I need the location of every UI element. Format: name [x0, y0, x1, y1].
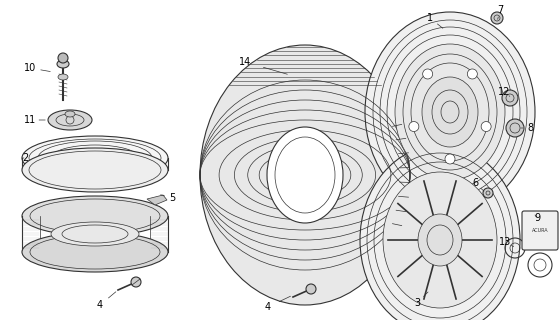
Ellipse shape	[200, 45, 410, 305]
Circle shape	[468, 69, 477, 79]
Ellipse shape	[57, 60, 69, 68]
Polygon shape	[147, 195, 167, 205]
Text: 4: 4	[97, 300, 103, 310]
Ellipse shape	[365, 12, 535, 212]
Text: 10: 10	[24, 63, 36, 73]
Ellipse shape	[65, 111, 75, 117]
Text: 9: 9	[534, 213, 540, 223]
Circle shape	[445, 154, 455, 164]
Circle shape	[131, 277, 141, 287]
Ellipse shape	[418, 214, 462, 266]
Ellipse shape	[383, 172, 497, 308]
Text: 6: 6	[472, 178, 478, 188]
Circle shape	[483, 188, 493, 198]
Ellipse shape	[51, 222, 139, 246]
Text: 5: 5	[169, 193, 175, 203]
Text: 13: 13	[499, 237, 511, 247]
FancyBboxPatch shape	[522, 211, 558, 250]
Text: 11: 11	[24, 115, 36, 125]
Ellipse shape	[22, 196, 168, 236]
Circle shape	[481, 122, 491, 132]
Circle shape	[409, 122, 419, 132]
Ellipse shape	[58, 74, 68, 80]
Ellipse shape	[22, 148, 168, 192]
Ellipse shape	[395, 44, 505, 180]
Text: 4: 4	[265, 302, 271, 312]
Circle shape	[306, 284, 316, 294]
Circle shape	[58, 53, 68, 63]
Circle shape	[423, 69, 433, 79]
Text: 3: 3	[414, 298, 420, 308]
Text: ACURA: ACURA	[531, 228, 548, 233]
Circle shape	[491, 12, 503, 24]
Text: 1: 1	[427, 13, 433, 23]
Ellipse shape	[422, 77, 478, 147]
Circle shape	[506, 119, 524, 137]
Ellipse shape	[48, 110, 92, 130]
Circle shape	[502, 90, 518, 106]
Ellipse shape	[22, 232, 168, 272]
Text: 12: 12	[498, 87, 510, 97]
Ellipse shape	[360, 145, 520, 320]
Text: 2: 2	[22, 153, 28, 163]
Text: 14: 14	[239, 57, 251, 67]
Ellipse shape	[267, 127, 343, 223]
Text: 7: 7	[497, 5, 503, 15]
Ellipse shape	[22, 136, 168, 180]
Text: 8: 8	[527, 123, 533, 133]
